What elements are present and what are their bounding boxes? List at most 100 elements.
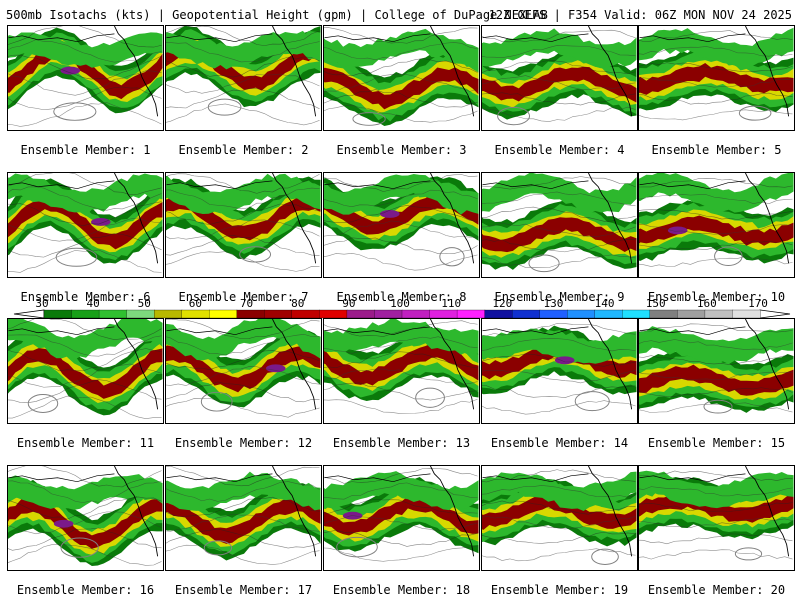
isotach-map-svg	[482, 466, 637, 565]
secondary-jet-band	[639, 470, 794, 509]
height-contour	[482, 176, 636, 190]
jet-core	[324, 343, 479, 386]
valid-time: 12Z GEFS | F354 Valid: 06Z MON NOV 24 20…	[488, 8, 792, 22]
closed-height-contour	[703, 399, 733, 414]
secondary-jet-band	[324, 319, 479, 355]
closed-height-contour	[439, 247, 465, 267]
ensemble-member-label: Ensemble Member: 6	[20, 290, 151, 304]
height-contour	[482, 254, 636, 268]
colorbar-segment	[677, 309, 706, 319]
height-contour	[166, 496, 320, 517]
height-contour	[324, 104, 478, 123]
height-contour	[482, 353, 636, 367]
ensemble-member-map	[323, 465, 480, 571]
coastline-north	[324, 33, 431, 43]
coastline-north	[8, 33, 115, 43]
height-contour	[324, 27, 478, 44]
height-contour	[324, 58, 478, 77]
closed-height-contour	[497, 106, 531, 126]
height-contour	[639, 533, 793, 545]
isotach-map-svg	[166, 466, 321, 565]
height-contour	[482, 59, 636, 75]
ensemble-member-map	[481, 172, 638, 278]
height-contour	[8, 334, 162, 357]
height-contour	[324, 482, 478, 500]
coastline-north	[324, 180, 431, 190]
height-contour	[639, 256, 793, 267]
secondary-jet-band	[482, 471, 637, 511]
height-contour	[166, 219, 320, 240]
ensemble-member-map	[638, 172, 795, 278]
height-contour	[639, 323, 793, 333]
colorbar-tick-label: 50	[137, 297, 151, 310]
closed-height-contour	[738, 105, 772, 121]
closed-height-contour	[239, 246, 272, 263]
colorbar-segment	[567, 309, 596, 319]
height-contour	[639, 223, 793, 235]
jet-maximum	[554, 356, 575, 365]
height-contour	[8, 86, 162, 111]
height-contour	[639, 371, 793, 381]
height-contour	[166, 466, 320, 487]
colorbar-segment	[346, 309, 376, 319]
height-contour	[8, 544, 162, 566]
coastline	[114, 173, 159, 264]
height-contour	[324, 398, 478, 414]
closed-height-contour	[336, 536, 378, 558]
secondary-jet-band	[8, 319, 163, 360]
height-contour	[639, 240, 793, 250]
colorbar-segment	[319, 309, 348, 319]
closed-height-contour	[55, 247, 98, 267]
coastline	[272, 173, 317, 264]
isotach-map-svg	[8, 319, 163, 420]
secondary-jet-band	[482, 28, 637, 69]
jet-core	[8, 194, 163, 250]
height-contour	[324, 89, 478, 108]
closed-height-contour	[203, 540, 233, 556]
coastline-north	[166, 33, 273, 43]
height-contour	[166, 88, 320, 110]
ensemble-member-label: Ensemble Member: 1	[20, 143, 151, 157]
colorbar-segment	[71, 309, 100, 319]
colorbar-segment	[456, 309, 486, 319]
secondary-jet-band	[324, 471, 479, 511]
isotach-map-svg	[639, 466, 794, 561]
height-contour	[8, 173, 162, 196]
ensemble-member-map	[165, 318, 322, 424]
ensemble-member-label: Ensemble Member: 2	[178, 143, 309, 157]
coastline	[430, 319, 475, 410]
ensemble-member-label: Ensemble Member: 8	[336, 290, 467, 304]
colorbar-tick-label: 80	[291, 297, 305, 310]
colorbar-segment	[291, 309, 321, 319]
jet-core	[639, 215, 794, 246]
coastline-north	[639, 180, 746, 190]
height-contour	[166, 481, 320, 502]
coastline-north	[639, 473, 746, 483]
closed-height-contour	[528, 254, 560, 273]
jet-core	[482, 494, 637, 530]
secondary-jet-band	[166, 30, 321, 70]
closed-height-contour	[200, 391, 233, 412]
height-contour	[8, 102, 162, 127]
height-contour	[8, 480, 162, 503]
coastline-north	[482, 326, 589, 336]
height-contour	[8, 70, 162, 96]
ensemble-member-map	[7, 172, 164, 278]
height-contour	[166, 350, 320, 370]
isotach-map-svg	[8, 173, 163, 273]
ensemble-member-map	[165, 172, 322, 278]
height-contour	[166, 366, 320, 386]
height-contour	[166, 333, 320, 356]
jet-maximum	[53, 519, 74, 528]
height-contour	[482, 548, 636, 562]
height-contour	[482, 500, 636, 515]
coastline-north	[166, 326, 273, 336]
height-contour	[166, 528, 320, 549]
colorbar-tick-label: 130	[543, 297, 564, 310]
isotach-map-svg	[482, 173, 637, 273]
colorbar-segment	[539, 309, 568, 319]
coastline-north	[166, 473, 273, 483]
colorbar-segment	[401, 309, 431, 319]
height-contour	[166, 397, 320, 418]
ensemble-member-map	[7, 318, 164, 424]
